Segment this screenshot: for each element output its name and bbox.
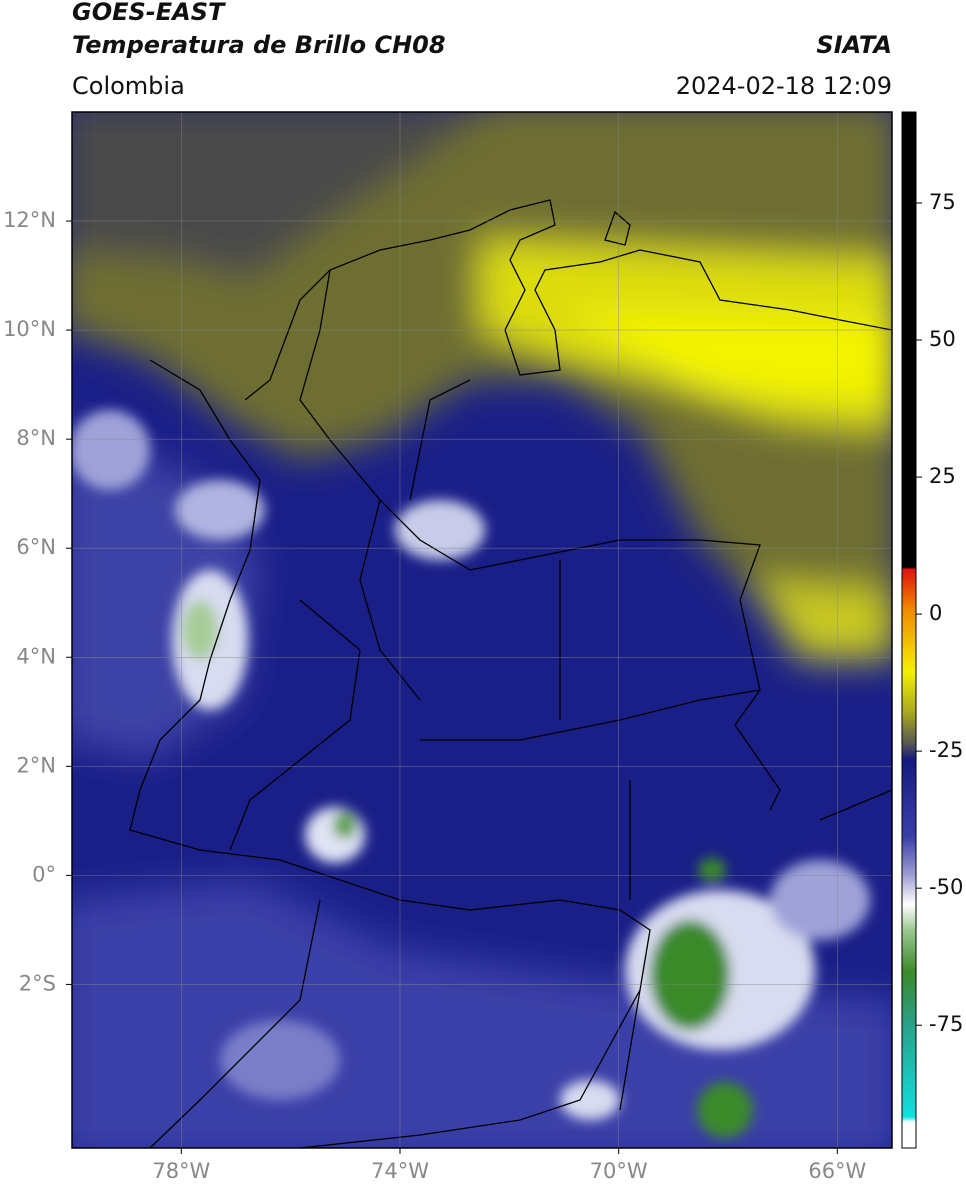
lat-tick-label: 8°N: [16, 426, 56, 450]
colorbar-tick-label: -25: [929, 738, 963, 762]
title: GOES-EAST: [72, 0, 226, 26]
colorbar-tick-label: -50: [929, 875, 963, 899]
lat-tick-label: 0°: [32, 862, 56, 886]
lat-tick-label: 4°N: [16, 644, 56, 668]
lat-tick-label: 2°S: [19, 971, 56, 995]
colorbar-tick-label: 75: [929, 190, 956, 214]
region: Colombia: [72, 72, 185, 100]
colorbar-tick-label: 50: [929, 327, 956, 351]
lat-tick-label: 6°N: [16, 535, 56, 559]
lat-tick-label: 2°N: [16, 753, 56, 777]
lat-tick-label: 10°N: [3, 317, 56, 341]
colorbar-tick-label: 25: [929, 464, 956, 488]
datetime: 2024-02-18 12:09: [676, 72, 892, 100]
colorbar: [901, 111, 917, 1149]
source: SIATA: [816, 31, 892, 59]
lon-tick-label: 74°W: [371, 1159, 429, 1183]
subtitle: Temperatura de Brillo CH08: [72, 31, 446, 59]
lon-tick-label: 66°W: [808, 1159, 866, 1183]
lon-tick-label: 70°W: [590, 1159, 648, 1183]
colorbar-tick-label: -75: [929, 1012, 963, 1036]
lat-tick-label: 12°N: [3, 208, 56, 232]
map-frame: [71, 111, 893, 1149]
grid: [72, 112, 892, 1148]
colorbar-tick-label: 0: [929, 601, 942, 625]
lon-tick-label: 78°W: [152, 1159, 210, 1183]
coastlines-borders: [129, 199, 892, 1148]
satellite-image: [72, 112, 892, 1148]
